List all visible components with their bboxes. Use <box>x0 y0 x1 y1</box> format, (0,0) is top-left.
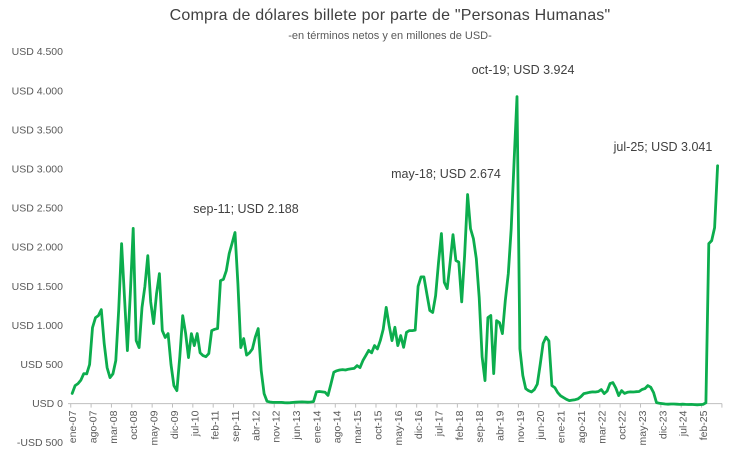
x-axis-label: may-09 <box>149 410 161 445</box>
y-axis-label: USD 2.000 <box>12 242 64 254</box>
annotation-label: sep-11; USD 2.188 <box>193 202 298 216</box>
x-axis-label: ene-07 <box>67 410 79 443</box>
annotation-label: jul-25; USD 3.041 <box>613 140 713 154</box>
x-axis-label: mar-15 <box>352 410 364 443</box>
x-axis-label: may-16 <box>393 410 405 445</box>
x-axis-label: oct-08 <box>128 410 140 439</box>
x-axis-label: sep-18 <box>474 410 486 442</box>
x-axis-label: ene-14 <box>311 410 323 443</box>
y-axis-label: USD 500 <box>20 359 63 371</box>
x-axis-label: oct-22 <box>617 410 629 439</box>
x-axis <box>68 403 723 408</box>
chart-title: Compra de dólares billete por parte de "… <box>169 7 611 24</box>
x-axis-label: jun-13 <box>291 410 303 440</box>
series-group <box>70 95 719 407</box>
chart-subtitle: -en términos netos y en millones de USD- <box>288 30 492 42</box>
y-axis-label: USD 1.000 <box>12 320 64 332</box>
annotation-label: oct-19; USD 3.924 <box>472 63 575 77</box>
x-axis-label: abr-19 <box>495 410 507 441</box>
series-line <box>70 95 719 407</box>
y-axis-label: USD 3.500 <box>12 124 64 136</box>
x-axis-label: ene-21 <box>556 410 568 443</box>
x-axis-label: nov-19 <box>515 410 527 442</box>
annotation-label: may-18; USD 2.674 <box>391 167 501 181</box>
x-axis-label: nov-12 <box>271 410 283 442</box>
x-axis-label: dic-16 <box>413 410 425 439</box>
x-axis-label: jul-24 <box>678 410 690 437</box>
y-axis-labels: USD 4.500 USD 4.000 USD 3.500 USD 3.000 USD … <box>12 46 64 449</box>
x-axis-label: abr-12 <box>250 410 262 441</box>
x-axis-label: feb-18 <box>454 410 466 440</box>
x-axis-label: sep-11 <box>230 410 242 441</box>
x-axis-label: jul-17 <box>433 410 445 437</box>
x-axis-label: jul-10 <box>189 410 201 437</box>
y-axis-label: USD 1.500 <box>12 281 64 293</box>
y-axis-label: -USD 500 <box>17 437 63 449</box>
y-axis-label: USD 2.500 <box>12 203 64 215</box>
x-axis-label: may-23 <box>637 410 649 445</box>
x-axis-label: dic-09 <box>169 410 181 439</box>
x-axis-labels: ene-07 ago-07 mar-08 oct-08 may-09 dic-09 jul-… <box>67 410 710 445</box>
annotations: sep-11; USD 2.188 may-18; USD 2.674 oct-19… <box>193 63 712 216</box>
y-axis-label: USD 4.500 <box>12 46 64 58</box>
x-axis-label: ago-07 <box>88 410 100 443</box>
y-axis-label: USD 0 <box>32 398 63 410</box>
x-axis-label: oct-15 <box>372 410 384 439</box>
x-axis-label: ago-14 <box>332 410 344 443</box>
x-axis-label: feb-25 <box>698 410 710 440</box>
x-axis-label: dic-23 <box>657 410 669 439</box>
y-axis-label: USD 4.000 <box>12 85 64 97</box>
x-axis-label: mar-08 <box>108 410 120 443</box>
x-axis-label: jun-20 <box>535 410 547 440</box>
y-axis-label: USD 3.000 <box>12 164 64 176</box>
x-axis-label: ago-21 <box>576 410 588 443</box>
x-axis-label: feb-11 <box>210 410 222 439</box>
x-axis-label: mar-22 <box>596 410 608 443</box>
